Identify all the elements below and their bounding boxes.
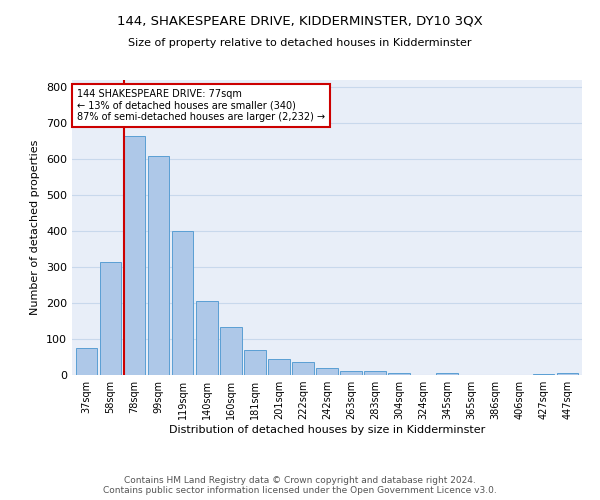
Text: Size of property relative to detached houses in Kidderminster: Size of property relative to detached ho…: [128, 38, 472, 48]
Bar: [316, 368, 338, 375]
Bar: [220, 327, 242, 375]
Bar: [268, 359, 290, 375]
Bar: [172, 231, 193, 375]
Bar: [196, 301, 218, 375]
Text: 144 SHAKESPEARE DRIVE: 77sqm
← 13% of detached houses are smaller (340)
87% of s: 144 SHAKESPEARE DRIVE: 77sqm ← 13% of de…: [77, 89, 325, 122]
Bar: [364, 372, 386, 375]
Bar: [340, 370, 362, 375]
Bar: [76, 348, 97, 375]
Y-axis label: Number of detached properties: Number of detached properties: [31, 140, 40, 315]
Bar: [292, 362, 314, 375]
Bar: [148, 156, 169, 375]
Bar: [557, 373, 578, 375]
Bar: [533, 374, 554, 375]
Bar: [100, 262, 121, 375]
Text: 144, SHAKESPEARE DRIVE, KIDDERMINSTER, DY10 3QX: 144, SHAKESPEARE DRIVE, KIDDERMINSTER, D…: [117, 15, 483, 28]
Bar: [388, 373, 410, 375]
Bar: [124, 136, 145, 375]
Text: Contains HM Land Registry data © Crown copyright and database right 2024.
Contai: Contains HM Land Registry data © Crown c…: [103, 476, 497, 495]
Bar: [436, 373, 458, 375]
Bar: [244, 350, 266, 375]
X-axis label: Distribution of detached houses by size in Kidderminster: Distribution of detached houses by size …: [169, 425, 485, 435]
